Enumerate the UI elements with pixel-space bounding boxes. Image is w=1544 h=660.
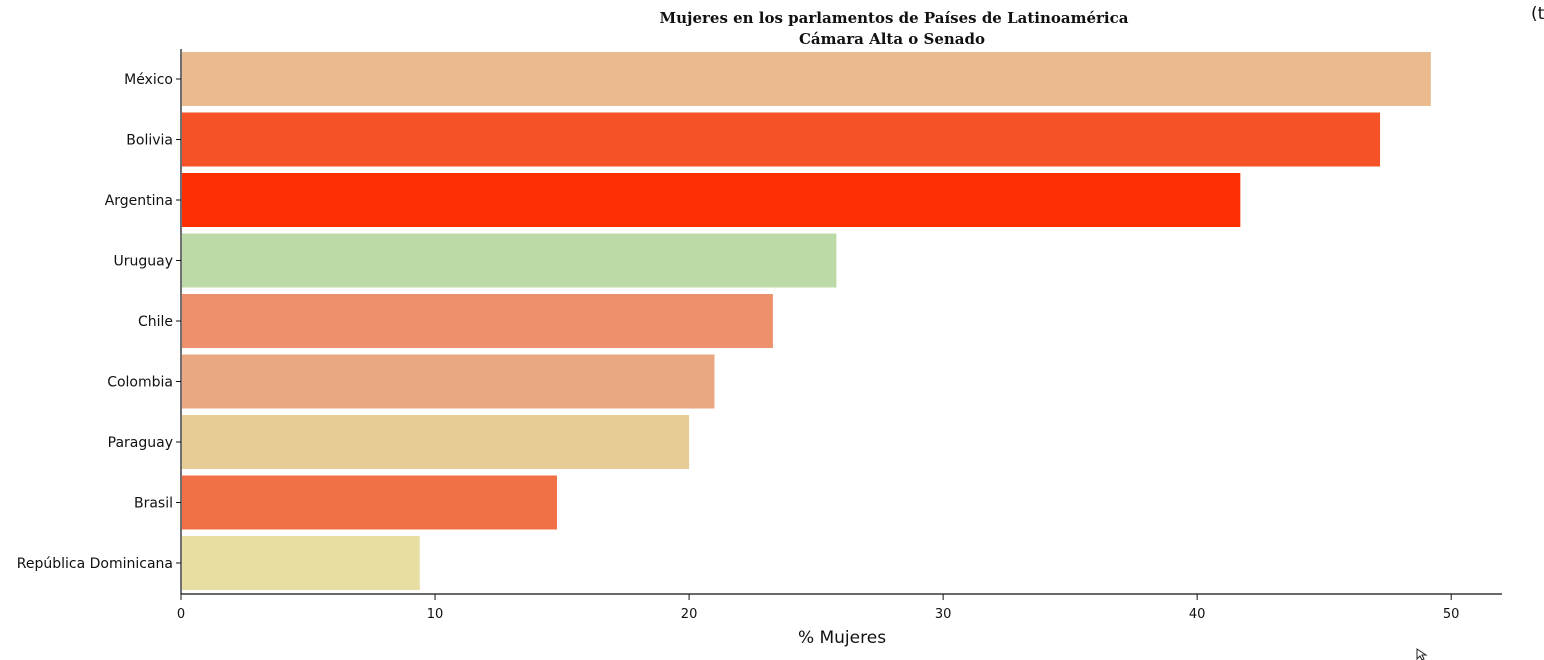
bar-0 [182, 52, 1431, 106]
bar-1 [182, 112, 1381, 167]
chart-title-line-2: Cámara Alta o Senado [799, 30, 985, 48]
bar-4 [182, 294, 773, 348]
x-tick-label-1: 10 [427, 607, 444, 622]
category-label-6: Paraguay [108, 435, 173, 451]
category-label-4: Chile [138, 314, 173, 330]
x-tick-label-3: 30 [935, 607, 952, 622]
bar-7 [182, 475, 557, 530]
category-label-2: Argentina [105, 193, 173, 209]
category-label-3: Uruguay [114, 254, 174, 270]
x-tick-label-2: 20 [681, 607, 698, 622]
x-tick-label-4: 40 [1189, 607, 1206, 622]
bar-5 [182, 354, 715, 409]
bar-8 [182, 536, 420, 590]
chart-title-line-1: Mujeres en los parlamentos de Países de … [660, 9, 1129, 27]
x-axis-title: % Mujeres [798, 628, 886, 648]
category-label-1: Bolivia [126, 133, 173, 149]
mouse-pointer-icon [1416, 648, 1428, 660]
corner-clipped-text: (t [1531, 4, 1544, 24]
bar-2 [182, 173, 1241, 227]
x-axis-ticks: 0 10 20 30 40 50 [177, 594, 1460, 622]
category-label-5: Colombia [107, 375, 173, 391]
x-tick-label-5: 50 [1443, 607, 1460, 622]
category-label-0: México [124, 72, 173, 88]
x-tick-label-0: 0 [177, 607, 185, 622]
bar-series [182, 52, 1431, 590]
category-label-8: República Dominicana [17, 556, 173, 572]
bar-6 [182, 415, 690, 469]
category-label-7: Brasil [134, 496, 173, 512]
category-labels: México Bolivia Argentina Uruguay Chile Colomb… [17, 72, 181, 572]
bar-3 [182, 233, 837, 288]
